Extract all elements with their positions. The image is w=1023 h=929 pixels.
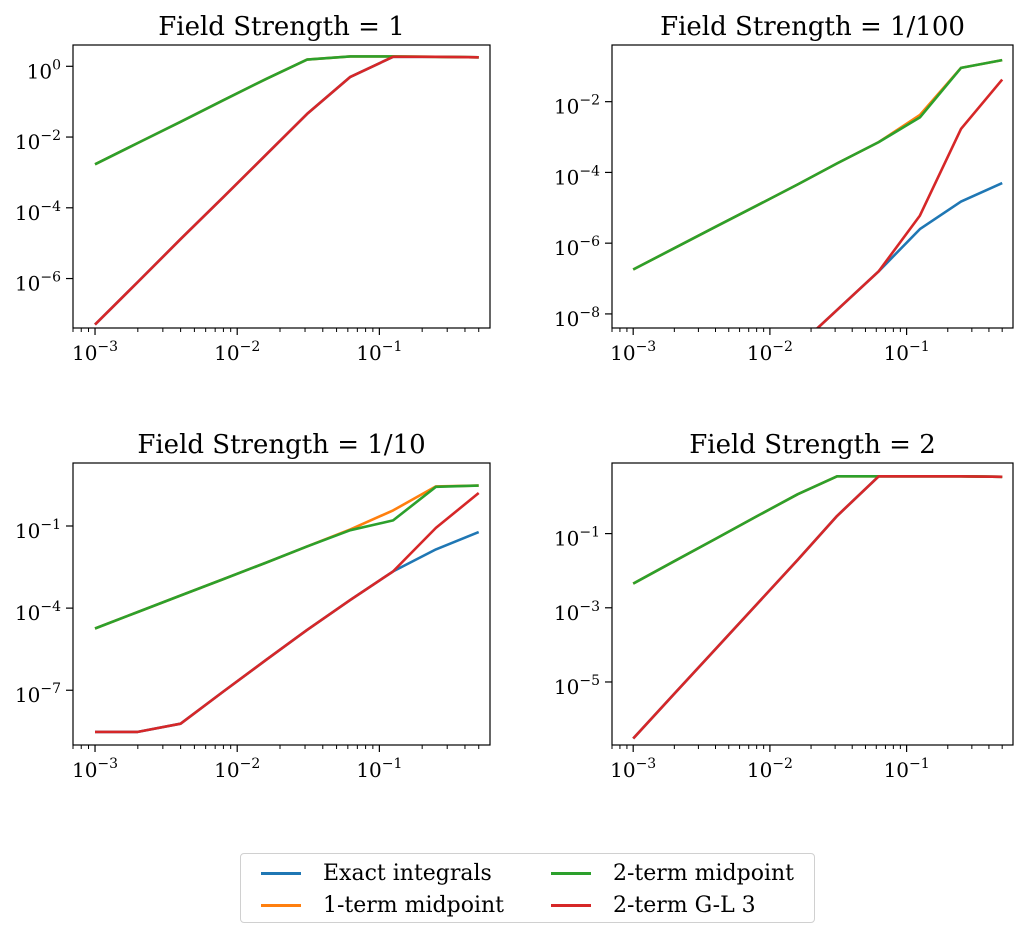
x-tick-label: 10−1: [356, 339, 402, 365]
x-tick-label: 10−1: [884, 339, 930, 365]
y-tick-label: 10−4: [554, 163, 600, 189]
legend-swatch-2term-gl3: [551, 903, 591, 907]
x-tick-label: 10−3: [610, 756, 656, 782]
x-tick-label: 10−2: [214, 756, 260, 782]
x-tick-label: 10−3: [72, 339, 118, 365]
panel-title: Field Strength = 1/100: [660, 12, 965, 42]
series-line-1-term-midpoint: [632, 58, 1003, 271]
y-tick-label: 10−4: [15, 199, 61, 225]
y-tick-label: 10−3: [554, 599, 600, 625]
axes-frame: [611, 462, 1014, 746]
y-tick-label: 10−1: [554, 525, 600, 551]
legend-item-exact: Exact integrals: [261, 858, 492, 888]
x-tick-label: 10−3: [610, 339, 656, 365]
series-line-exact-integrals: [94, 55, 479, 326]
legend-swatch-2term-midpoint: [551, 871, 591, 875]
series-line-2-term-g-l-3: [94, 55, 479, 326]
y-tick-label: 10−8: [554, 305, 600, 331]
legend-label-exact: Exact integrals: [323, 860, 492, 886]
x-tick-label: 10−3: [72, 756, 118, 782]
panel-title: Field Strength = 2: [689, 430, 935, 460]
panel-2: 10−3 10−2 10−1 10−2 10−4 10−6 10−8 Field Streng…: [554, 12, 1014, 365]
x-tick-label: 10−1: [356, 756, 402, 782]
series-line-1-term-midpoint: [94, 55, 479, 166]
y-tick-label: 10−6: [15, 270, 61, 296]
series-line-1-term-midpoint: [632, 474, 1003, 585]
series-line-2-term-g-l-3: [95, 491, 480, 734]
legend-label-1term: 1-term midpoint: [323, 892, 505, 918]
legend-swatch-1term: [261, 903, 301, 907]
axes-frame: [72, 462, 491, 746]
series-group: [94, 484, 480, 734]
y-tick-label: 10−4: [15, 599, 61, 625]
y-tick-label: 10−7: [15, 681, 61, 707]
series-group: [632, 58, 1004, 328]
legend-swatch-exact: [261, 871, 301, 875]
series-line-exact-integrals: [815, 181, 1003, 328]
y-tick-label: 10−1: [15, 517, 61, 543]
x-tick-label: 10−1: [884, 756, 930, 782]
panel-title: Field Strength = 1: [158, 12, 404, 42]
series-group: [632, 474, 1003, 740]
y-tick-label: 10−5: [554, 673, 600, 699]
axes-frame: [72, 44, 491, 329]
series-line-2-term-midpoint: [632, 58, 1003, 271]
y-tick-label: 10−2: [15, 128, 61, 154]
x-tick-label: 10−2: [747, 339, 793, 365]
legend-label-2term-gl3: 2-term G-L 3: [613, 892, 756, 918]
y-tick-label: 10−6: [554, 234, 600, 260]
series-line-2-term-midpoint: [94, 55, 479, 166]
series-line-2-term-midpoint: [94, 484, 479, 630]
y-tick-label: 100: [27, 57, 61, 83]
series-line-2-term-g-l-3: [815, 78, 1004, 328]
panel-4: 10−3 10−2 10−1 10−1 10−3 10−5 Field Strength =…: [554, 430, 1014, 782]
legend-item-2term-gl3: 2-term G-L 3: [551, 890, 756, 920]
panel-3: 10−3 10−2 10−1 10−1 10−4 10−7 Field Strength =…: [15, 430, 491, 782]
series-line-2-term-midpoint: [632, 474, 1003, 585]
series-line-exact-integrals: [95, 530, 480, 734]
series-group: [94, 55, 479, 326]
series-line-2-term-g-l-3: [632, 474, 1003, 740]
legend-label-2term-midpoint: 2-term midpoint: [613, 860, 795, 886]
legend: Exact integrals 1-term midpoint 2-term m…: [240, 853, 815, 923]
panel-title: Field Strength = 1/10: [137, 430, 425, 460]
series-line-exact-integrals: [632, 474, 1003, 740]
y-tick-label: 10−2: [554, 93, 600, 119]
axes-frame: [611, 44, 1014, 329]
x-tick-label: 10−2: [214, 339, 260, 365]
legend-item-2term-midpoint: 2-term midpoint: [551, 858, 794, 888]
x-tick-label: 10−2: [747, 756, 793, 782]
legend-item-1term: 1-term midpoint: [261, 890, 504, 920]
panel-1: 10−3 10−2 10−1 100 10−2 10−4 10−6 Field Strengt…: [15, 12, 491, 365]
